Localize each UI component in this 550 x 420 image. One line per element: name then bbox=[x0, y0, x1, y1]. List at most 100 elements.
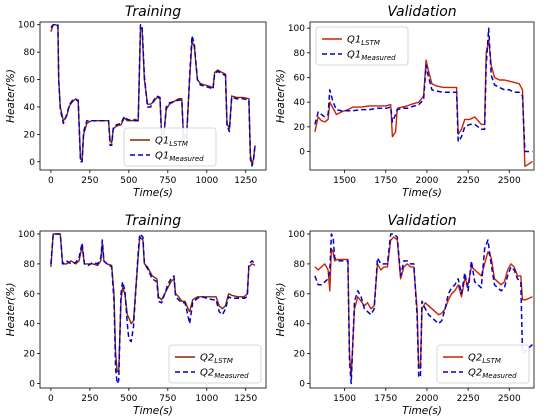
y-tick-label: 20 bbox=[24, 350, 36, 360]
y-tick-label: 0 bbox=[299, 148, 305, 158]
legend-subscript: Measured bbox=[169, 155, 204, 163]
legend-subscript: LSTM bbox=[482, 357, 501, 365]
series-group bbox=[314, 27, 533, 167]
panel-validation-q1: Validation 1500 1750 2000 2250 2500 0 20 40 60 80 1… bbox=[275, 4, 535, 199]
legend-name: Q1 bbox=[347, 35, 361, 46]
x-tick-label: 750 bbox=[159, 176, 176, 186]
legend-box bbox=[315, 26, 409, 66]
series-line-lstm bbox=[50, 24, 256, 166]
y-tick-label: 20 bbox=[294, 350, 306, 360]
y-tick-label: 0 bbox=[29, 380, 35, 390]
y-tick-label: 100 bbox=[18, 21, 35, 31]
y-tick-label: 80 bbox=[24, 260, 36, 270]
y-tick-label: 60 bbox=[294, 290, 306, 300]
plot-frame bbox=[39, 230, 267, 389]
legend-label: Q2LSTM bbox=[468, 353, 501, 366]
legend-subscript: LSTM bbox=[361, 39, 380, 47]
y-tick-label: 100 bbox=[288, 230, 305, 240]
plot-frame bbox=[309, 21, 535, 171]
y-tick-label: 40 bbox=[24, 103, 36, 113]
y-tick-label: 40 bbox=[294, 320, 306, 330]
legend-label: Q1Measured bbox=[347, 50, 396, 63]
legend-label: Q2Measured bbox=[468, 368, 517, 381]
legend-subscript: Measured bbox=[482, 372, 517, 380]
y-tick-label: 60 bbox=[24, 290, 36, 300]
x-tick-label: 250 bbox=[81, 394, 98, 404]
x-axis-label: Time(s) bbox=[402, 405, 442, 417]
legend-subscript: LSTM bbox=[169, 140, 188, 148]
panel-training-q2: Training 0 250 500 750 1000 1250 0 20 40 60 80 100 Ti… bbox=[5, 213, 267, 417]
x-tick-label: 2000 bbox=[415, 394, 438, 404]
legend-box bbox=[168, 344, 262, 384]
legend-label: Q1LSTM bbox=[347, 35, 380, 48]
x-tick-label: 1750 bbox=[374, 176, 397, 186]
x-tick-label: 2500 bbox=[498, 176, 521, 186]
series-line-measured bbox=[314, 27, 533, 153]
x-tick-label: 1500 bbox=[333, 176, 356, 186]
x-tick-label: 250 bbox=[81, 176, 98, 186]
chart-title: Validation bbox=[387, 4, 456, 20]
y-tick-label: 40 bbox=[24, 320, 36, 330]
x-tick-label: 500 bbox=[120, 176, 137, 186]
chart-title: Validation bbox=[387, 213, 456, 229]
legend-name: Q1 bbox=[155, 136, 169, 147]
y-axis-label: Heater(%) bbox=[275, 283, 287, 337]
y-tick-label: 80 bbox=[294, 260, 306, 270]
legend-label: Q1LSTM bbox=[155, 136, 188, 149]
y-tick-label: 20 bbox=[294, 123, 306, 133]
x-axis-label: Time(s) bbox=[133, 405, 173, 417]
series-line-measured bbox=[50, 23, 256, 167]
x-tick-label: 1750 bbox=[374, 394, 397, 404]
legend-name: Q1 bbox=[347, 50, 361, 61]
x-tick-label: 2500 bbox=[498, 394, 521, 404]
legend-label: Q2LSTM bbox=[200, 353, 233, 366]
x-tick-label: 0 bbox=[48, 176, 54, 186]
series-group bbox=[314, 233, 533, 385]
panel-training-q1: Training 0 250 500 750 1000 1250 0 20 40 60 80 100 Ti… bbox=[5, 4, 267, 199]
panel-validation-q2: Validation 1500 1750 2000 2250 2500 0 20 40 60 80 1… bbox=[275, 213, 535, 417]
legend-box bbox=[436, 344, 530, 384]
legend-label: Q1Measured bbox=[155, 151, 204, 164]
x-tick-label: 1500 bbox=[333, 394, 356, 404]
legend-subscript: LSTM bbox=[214, 357, 233, 365]
y-tick-label: 0 bbox=[299, 380, 305, 390]
x-tick-label: 0 bbox=[48, 394, 54, 404]
y-tick-label: 60 bbox=[294, 74, 306, 84]
series-group bbox=[50, 233, 256, 385]
series-line-lstm bbox=[314, 39, 533, 167]
y-axis-label: Heater(%) bbox=[5, 69, 17, 123]
y-tick-label: 20 bbox=[24, 130, 36, 140]
legend-subscript: Measured bbox=[361, 54, 396, 62]
plot-frame bbox=[39, 21, 267, 171]
legend-name: Q2 bbox=[200, 368, 214, 379]
y-axis-label: Heater(%) bbox=[5, 283, 17, 337]
x-tick-label: 1000 bbox=[195, 394, 218, 404]
y-tick-label: 0 bbox=[29, 158, 35, 168]
y-axis-label: Heater(%) bbox=[275, 69, 287, 123]
y-tick-label: 100 bbox=[288, 24, 305, 34]
series-line-lstm bbox=[314, 236, 533, 377]
legend-name: Q2 bbox=[468, 353, 482, 364]
y-tick-label: 60 bbox=[24, 76, 36, 86]
legend-box bbox=[123, 127, 217, 167]
chart-title: Training bbox=[125, 4, 181, 20]
x-tick-label: 2250 bbox=[457, 176, 480, 186]
x-tick-label: 750 bbox=[159, 394, 176, 404]
plot-frame bbox=[309, 230, 535, 389]
x-axis-label: Time(s) bbox=[402, 187, 442, 199]
legend: Q2LSTM Q2Measured bbox=[168, 344, 262, 384]
x-axis-label: Time(s) bbox=[133, 187, 173, 199]
y-tick-label: 80 bbox=[24, 48, 36, 58]
legend-label: Q2Measured bbox=[200, 368, 249, 381]
legend-name: Q1 bbox=[155, 151, 169, 162]
y-tick-label: 100 bbox=[18, 230, 35, 240]
y-tick-label: 80 bbox=[294, 49, 306, 59]
series-line-measured bbox=[314, 233, 533, 385]
x-tick-label: 500 bbox=[120, 394, 137, 404]
series-group bbox=[50, 23, 256, 167]
x-tick-label: 1250 bbox=[234, 394, 257, 404]
